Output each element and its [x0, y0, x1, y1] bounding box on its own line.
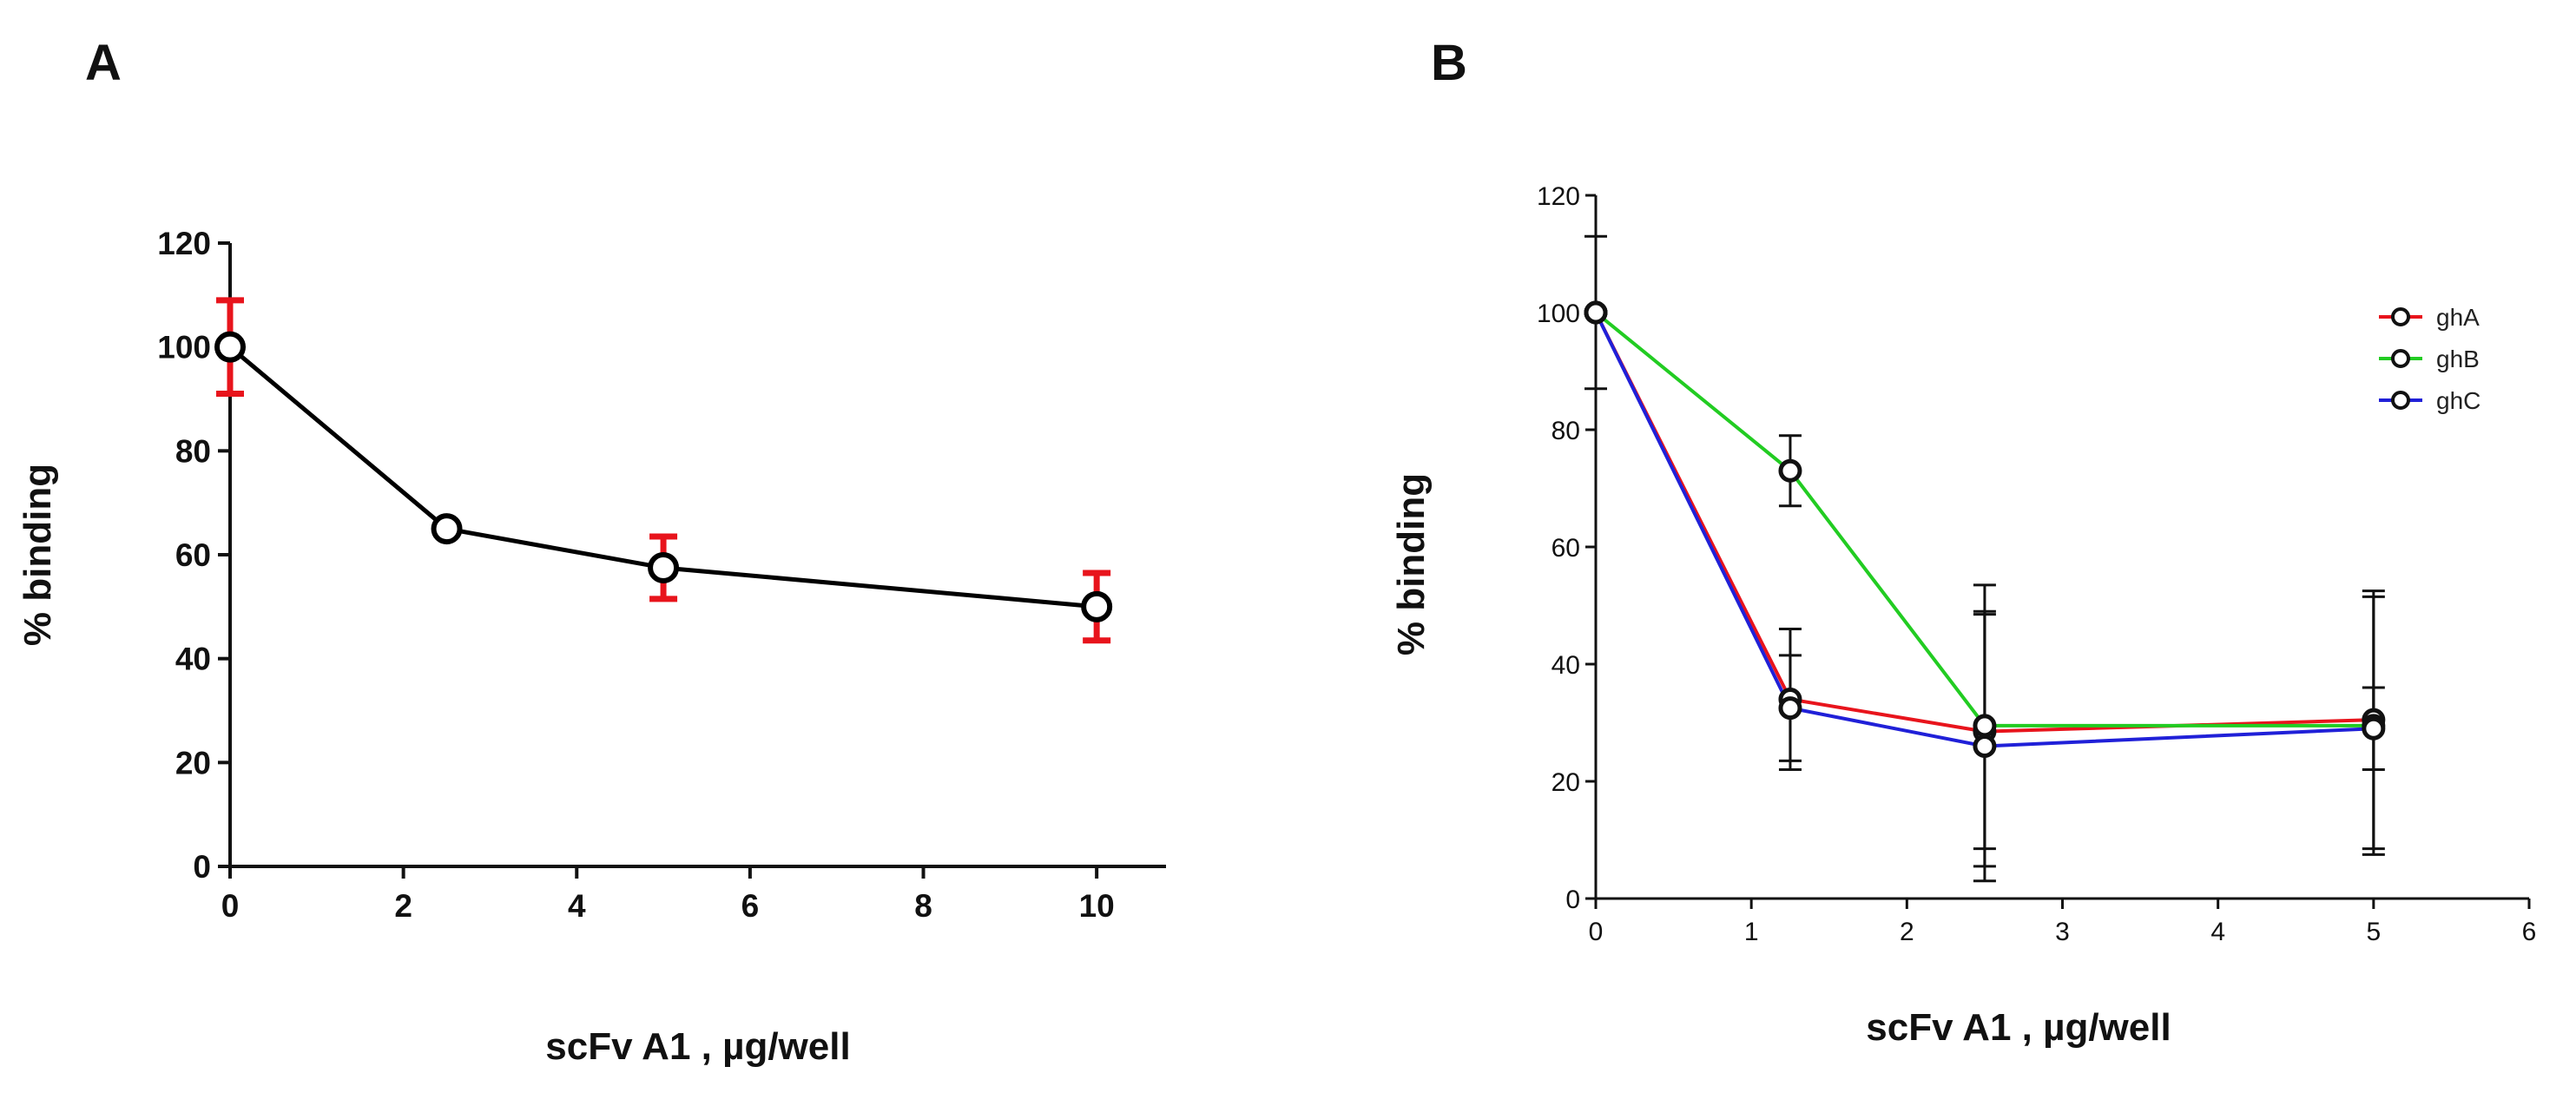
y-tick-label-b: 100 [1537, 300, 1580, 328]
x-tick-label-b: 1 [1744, 918, 1759, 946]
series-line-ghC [1594, 312, 2374, 748]
y-tick-label-a: 20 [175, 745, 211, 780]
panel-a-letter: A [85, 35, 122, 91]
x-tick-label-b: 5 [2366, 918, 2381, 946]
series-line-ghB [1594, 311, 2374, 728]
data-point-ghC [2362, 716, 2386, 741]
series-line-a [228, 345, 1097, 609]
x-tick-label-a: 0 [221, 888, 240, 924]
data-point-a [431, 513, 463, 545]
y-tick-label-a: 0 [193, 849, 211, 885]
y-tick-label-b: 60 [1552, 534, 1580, 563]
x-tick-label-b: 0 [1589, 918, 1604, 946]
panel-b-letter: B [1431, 35, 1467, 91]
x-tick-label-a: 4 [568, 888, 586, 924]
x-tick-label-a: 2 [394, 888, 412, 924]
y-tick-label-a: 120 [157, 226, 211, 261]
y-tick-label-b: 0 [1565, 886, 1580, 914]
x-axis-label-b: scFv A1 , µg/well [1866, 1006, 2171, 1049]
y-tick-label-b: 20 [1552, 768, 1580, 797]
data-point-a [1081, 590, 1113, 622]
data-point-ghC [1584, 300, 1608, 325]
legend-label-ghB: ghB [2436, 346, 2480, 372]
y-tick-label-a: 100 [157, 330, 211, 365]
x-tick-label-a: 8 [914, 888, 932, 924]
y-tick-label-b: 120 [1537, 182, 1580, 211]
data-point-ghC [1778, 696, 1802, 721]
x-tick-label-b: 6 [2522, 918, 2537, 946]
legend-marker-ghB [2391, 349, 2410, 368]
x-tick-label-a: 6 [741, 888, 760, 924]
x-tick-label-b: 4 [2210, 918, 2225, 946]
y-tick-label-a: 80 [175, 433, 211, 469]
y-axis-label-b: % binding [1390, 473, 1433, 655]
data-point-a [648, 551, 680, 583]
y-tick-label-a: 40 [175, 642, 211, 677]
legend-label-ghA: ghA [2436, 304, 2480, 331]
x-tick-label-a: 10 [1079, 888, 1115, 924]
y-tick-label-b: 40 [1552, 651, 1580, 680]
x-tick-label-b: 2 [1900, 918, 1914, 946]
data-point-a [214, 331, 246, 363]
legend-marker-ghA [2391, 307, 2410, 326]
data-point-ghB [1778, 458, 1802, 483]
y-tick-label-b: 80 [1552, 417, 1580, 445]
legend-label-ghC: ghC [2436, 387, 2480, 414]
data-point-ghB [1973, 714, 1997, 738]
x-axis-label-a: scFv A1 , µg/well [545, 1025, 850, 1068]
x-tick-label-b: 3 [2055, 918, 2070, 946]
y-axis-label-a: % binding [16, 464, 59, 646]
legend-marker-ghC [2391, 391, 2410, 410]
y-tick-label-a: 60 [175, 537, 211, 573]
data-point-ghC [1973, 734, 1997, 758]
